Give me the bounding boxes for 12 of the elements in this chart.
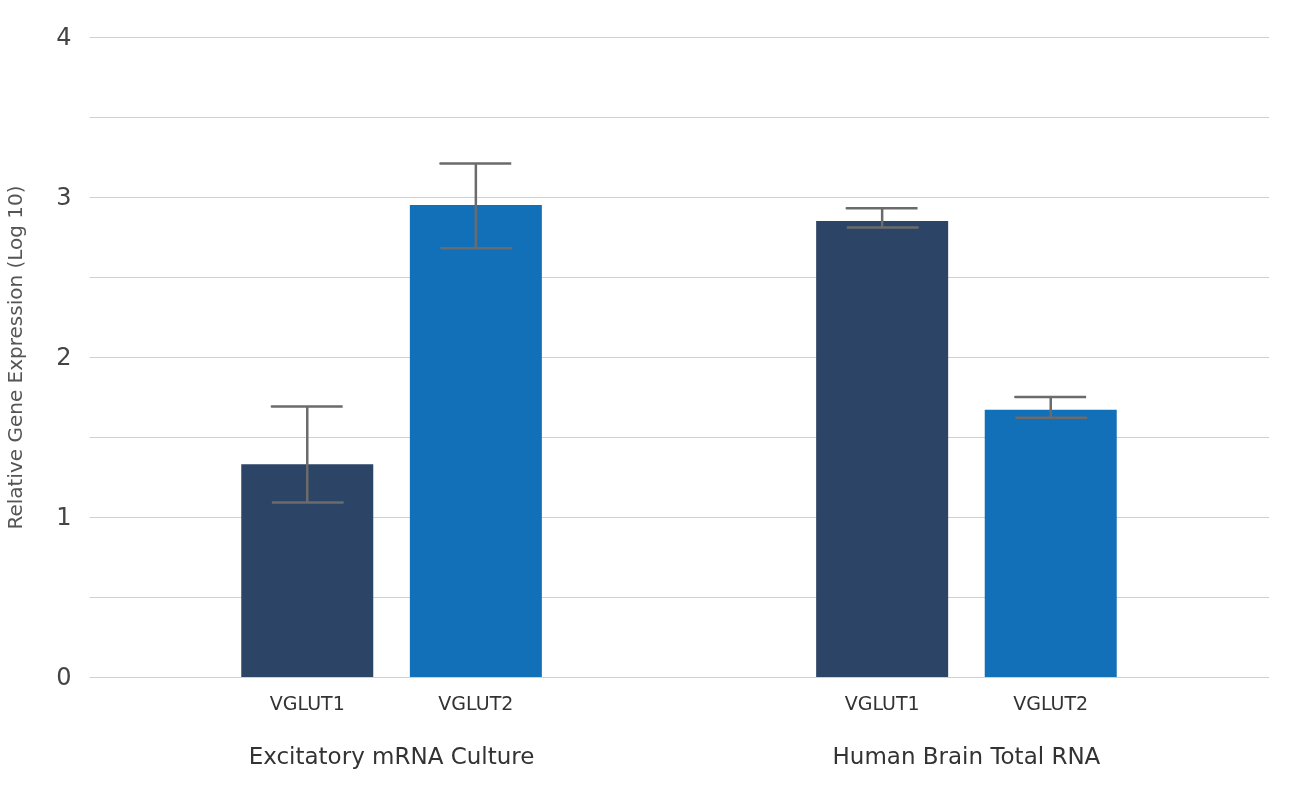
y-tick-label: 1 (56, 502, 72, 531)
y-axis-title: Relative Gene Expression (Log 10) (3, 185, 28, 530)
x-tick-label: VGLUT2 (438, 692, 514, 714)
text: Human Brain Total RNA (832, 743, 1101, 769)
y-tick-label: 4 (56, 22, 72, 51)
x-tick-label: VGLUT1 (269, 692, 345, 714)
y-tick-label: 0 (56, 662, 72, 691)
text: Excitatory mRNA Culture (248, 743, 535, 769)
y-tick-label: 2 (56, 342, 72, 371)
x-tick-label: VGLUT1 (844, 692, 920, 714)
x-tick-label: VGLUT2 (1013, 692, 1089, 714)
y-tick-label: 3 (56, 182, 72, 211)
